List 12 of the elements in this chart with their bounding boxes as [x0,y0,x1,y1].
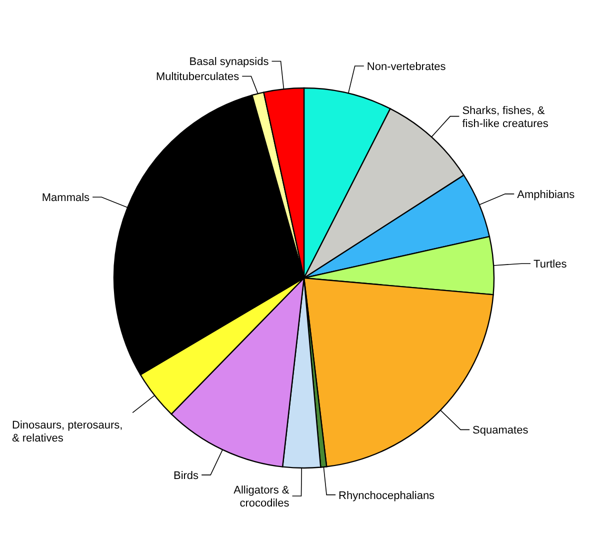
slice-label: Mammals [42,192,90,204]
slice-label: Birds [174,470,200,482]
slice-label: Non-vertebrates [366,61,446,74]
slice-label: Multituberculates [156,71,240,84]
slice-label: Sharks, fishes, & fish-like creatures [462,104,549,130]
slice-label: Basal synapsids [189,56,270,68]
slice-label: Turtles [534,258,568,271]
slice-label: Alligators & crocodiles [234,484,290,510]
slice-label: Dinosaurs, pterosaurs, & relatives [12,420,123,445]
slice-label: Rhynchocephalians [338,490,436,502]
slice-label: Squamates [472,424,529,437]
slice-label: Amphibians [517,188,576,201]
